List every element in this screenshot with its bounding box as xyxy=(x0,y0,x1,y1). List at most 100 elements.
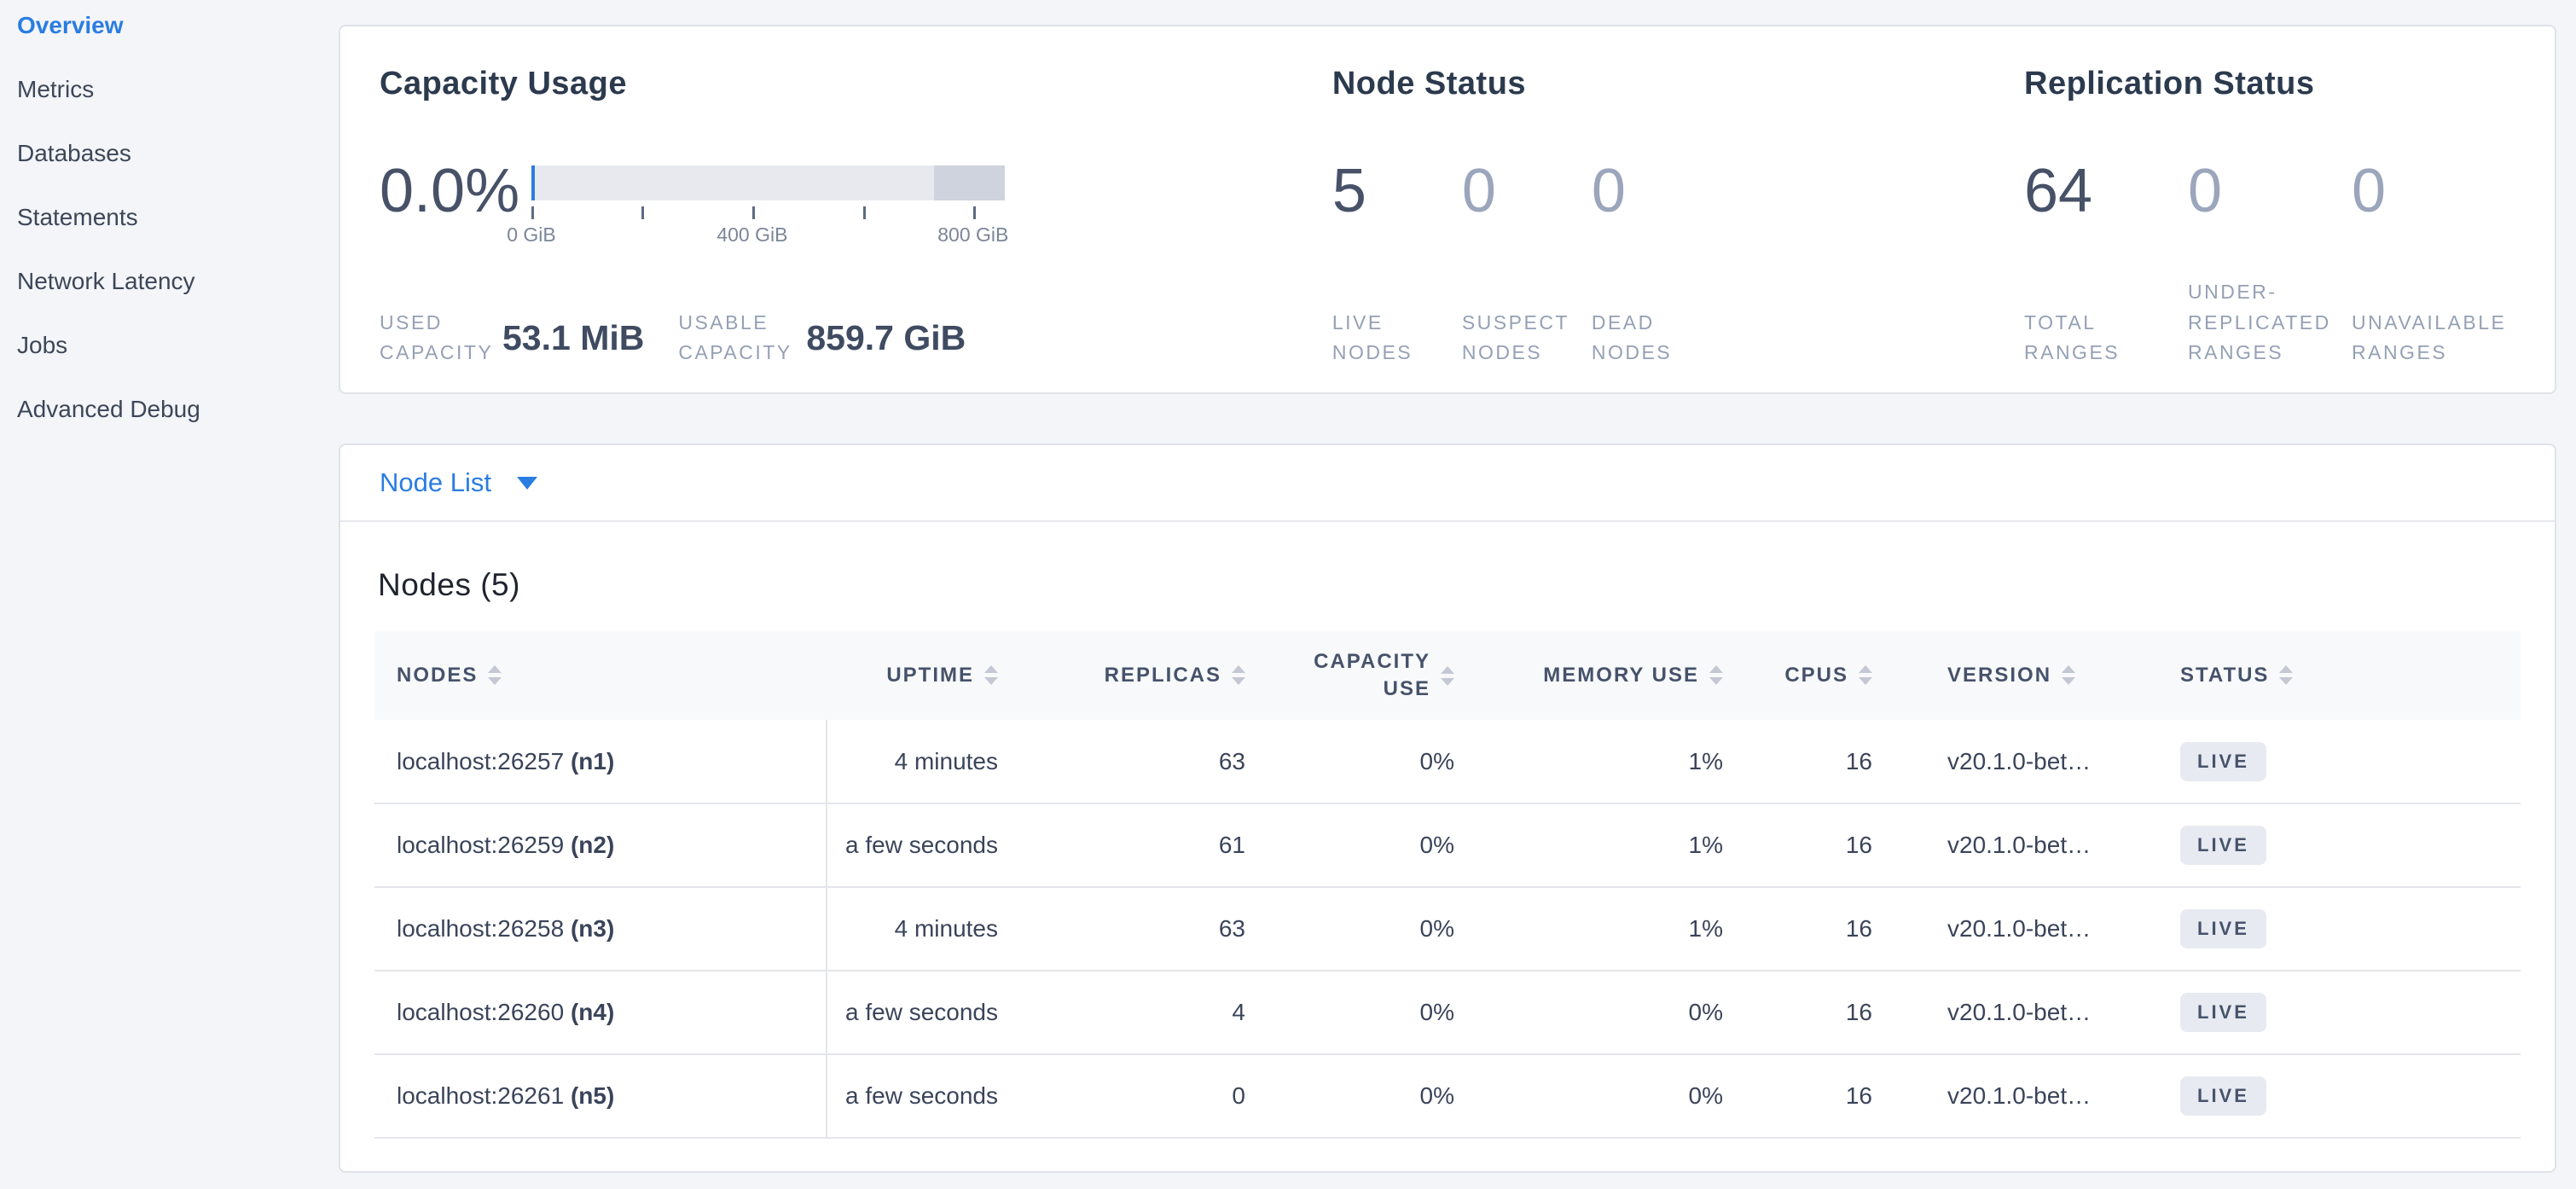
main-content: Capacity Usage 0.0% xyxy=(339,25,2556,1173)
sort-icon[interactable] xyxy=(1709,665,1723,686)
column-header[interactable]: NODES xyxy=(374,631,827,720)
column-header[interactable]: CAPACITY USE xyxy=(1266,631,1475,720)
node-address-cell[interactable]: localhost:26259 (n2) xyxy=(374,803,827,888)
used-capacity-value: 53.1 MiB xyxy=(502,317,645,357)
stat-value: 0 xyxy=(2188,157,2223,225)
node-list-dropdown[interactable]: Node List xyxy=(340,445,2555,522)
sort-icon[interactable] xyxy=(1859,665,1872,686)
column-header[interactable]: MEMORY USE xyxy=(1475,631,1743,720)
capacity-axis-ticks xyxy=(531,206,1005,220)
node-address: localhost:26257 xyxy=(397,747,565,774)
status-cell: LIVE xyxy=(2136,887,2521,972)
capacity-usage-title: Capacity Usage xyxy=(380,66,628,102)
column-header[interactable]: UPTIME xyxy=(827,631,1018,720)
column-header-label: CPUS xyxy=(1784,663,1848,687)
node-address: localhost:26260 xyxy=(397,999,565,1025)
sort-icon[interactable] xyxy=(488,665,502,686)
node-table-row[interactable]: localhost:26261 (n5) a few seconds 0 0% … xyxy=(374,1054,2521,1139)
memory-use-cell: 0% xyxy=(1475,1054,1743,1139)
sidebar: Overview Metrics Databases Statements Ne… xyxy=(0,0,339,1189)
stat-label: SUSPECT NODES xyxy=(1461,310,1569,364)
status-badge: LIVE xyxy=(2180,826,2266,865)
node-table-row[interactable]: localhost:26259 (n2) a few seconds 61 0%… xyxy=(374,803,2521,888)
node-table-row[interactable]: localhost:26258 (n3) 4 minutes 63 0% 1% … xyxy=(374,887,2521,972)
node-address-cell[interactable]: localhost:26261 (n5) xyxy=(374,1054,827,1139)
axis-label-800: 800 GiB xyxy=(937,223,1009,246)
sidebar-item-label: Statements xyxy=(17,204,138,230)
column-header[interactable]: CPUS xyxy=(1743,631,1893,720)
stat-label: DEAD NODES xyxy=(1591,310,1673,364)
capacity-bar xyxy=(531,165,1005,200)
memory-use-cell: 1% xyxy=(1475,803,1743,888)
usable-capacity-value: 859.7 GiB xyxy=(806,317,966,357)
replicas-cell: 63 xyxy=(1018,720,1266,804)
capacity-details: USED CAPACITY 53.1 MiB USABLE CAPACITY 8… xyxy=(380,308,1332,368)
replication-stat: 64 TOTAL RANGES xyxy=(2024,160,2188,368)
node-list-dropdown-label[interactable]: Node List xyxy=(380,467,491,497)
sidebar-item-label: Network Latency xyxy=(17,268,195,294)
cpus-cell: 16 xyxy=(1743,887,1893,972)
sidebar-item-label: Databases xyxy=(17,140,131,166)
column-header[interactable]: REPLICAS xyxy=(1018,631,1266,720)
uptime-cell: 4 minutes xyxy=(827,720,1018,804)
column-header-label: CAPACITY USE xyxy=(1314,649,1430,700)
axis-label-0: 0 GiB xyxy=(507,223,556,246)
version-cell: v20.1.0-bet… xyxy=(1893,887,2136,972)
usable-capacity-label: USABLE CAPACITY xyxy=(678,310,792,364)
stat-label: LIVE NODES xyxy=(1332,310,1413,364)
replicas-cell: 61 xyxy=(1018,803,1266,888)
sidebar-item[interactable]: Jobs xyxy=(17,333,322,358)
sort-icon[interactable] xyxy=(1232,665,1245,686)
nodes-heading: Nodes (5) xyxy=(378,567,520,602)
replication-stat: 0 UNAVAILABLE RANGES xyxy=(2352,160,2515,368)
node-address: localhost:26258 xyxy=(397,915,565,942)
capacity-use-cell: 0% xyxy=(1266,887,1475,972)
node-status-title: Node Status xyxy=(1332,66,1527,102)
status-cell: LIVE xyxy=(2136,720,2521,804)
version-cell: v20.1.0-bet… xyxy=(1893,803,2136,888)
column-header[interactable]: STATUS xyxy=(2136,631,2521,720)
sidebar-item[interactable]: Network Latency xyxy=(17,269,322,294)
node-address-cell[interactable]: localhost:26258 (n3) xyxy=(374,887,827,972)
node-id: (n5) xyxy=(570,1082,615,1109)
node-address: localhost:26261 xyxy=(397,1082,565,1109)
column-header[interactable]: VERSION xyxy=(1893,631,2136,720)
uptime-cell: a few seconds xyxy=(827,971,1018,1055)
uptime-cell: a few seconds xyxy=(827,1054,1018,1139)
sort-icon[interactable] xyxy=(1441,665,1454,686)
sidebar-item[interactable]: Statements xyxy=(17,205,322,230)
chevron-down-icon[interactable] xyxy=(516,476,537,490)
node-address-cell[interactable]: localhost:26257 (n1) xyxy=(374,720,827,804)
status-badge: LIVE xyxy=(2180,741,2266,781)
column-header-label: NODES xyxy=(397,663,479,687)
sort-icon[interactable] xyxy=(2279,665,2294,686)
uptime-cell: 4 minutes xyxy=(827,887,1018,972)
sort-icon[interactable] xyxy=(2062,665,2076,686)
column-header-label: STATUS xyxy=(2180,663,2270,687)
capacity-bar-usable-segment xyxy=(531,165,934,200)
node-id: (n4) xyxy=(570,999,615,1025)
stat-label: UNAVAILABLE RANGES xyxy=(2352,310,2507,364)
sort-icon[interactable] xyxy=(984,665,998,686)
sidebar-item[interactable]: Advanced Debug xyxy=(17,397,322,422)
capacity-axis-labels: 0 GiB 400 GiB 800 GiB xyxy=(507,223,1009,247)
memory-use-cell: 1% xyxy=(1475,887,1743,972)
sidebar-item-label: Metrics xyxy=(17,76,95,102)
capacity-percent: 0.0% xyxy=(380,157,520,225)
stat-value: 0 xyxy=(2352,157,2387,225)
cpus-cell: 16 xyxy=(1743,720,1893,804)
sidebar-item[interactable]: Overview xyxy=(17,13,322,38)
node-list-card: Node List Nodes (5) xyxy=(339,444,2556,1173)
column-header-label: REPLICAS xyxy=(1104,663,1221,687)
node-status-stat: 0 DEAD NODES xyxy=(1592,160,1721,368)
sidebar-item[interactable]: Databases xyxy=(17,141,322,166)
node-address-cell[interactable]: localhost:26260 (n4) xyxy=(374,971,827,1055)
sidebar-item-label: Jobs xyxy=(17,332,68,358)
replication-stat: 0 UNDER-REPLICATED RANGES xyxy=(2188,160,2352,368)
node-table-row[interactable]: localhost:26257 (n1) 4 minutes 63 0% 1% … xyxy=(374,720,2521,804)
stat-label: UNDER-REPLICATED RANGES xyxy=(2188,281,2331,364)
node-table-row[interactable]: localhost:26260 (n4) a few seconds 4 0% … xyxy=(374,971,2521,1055)
cluster-summary-card: Capacity Usage 0.0% xyxy=(339,25,2556,394)
version-cell: v20.1.0-bet… xyxy=(1893,1054,2136,1139)
sidebar-item[interactable]: Metrics xyxy=(17,77,322,102)
